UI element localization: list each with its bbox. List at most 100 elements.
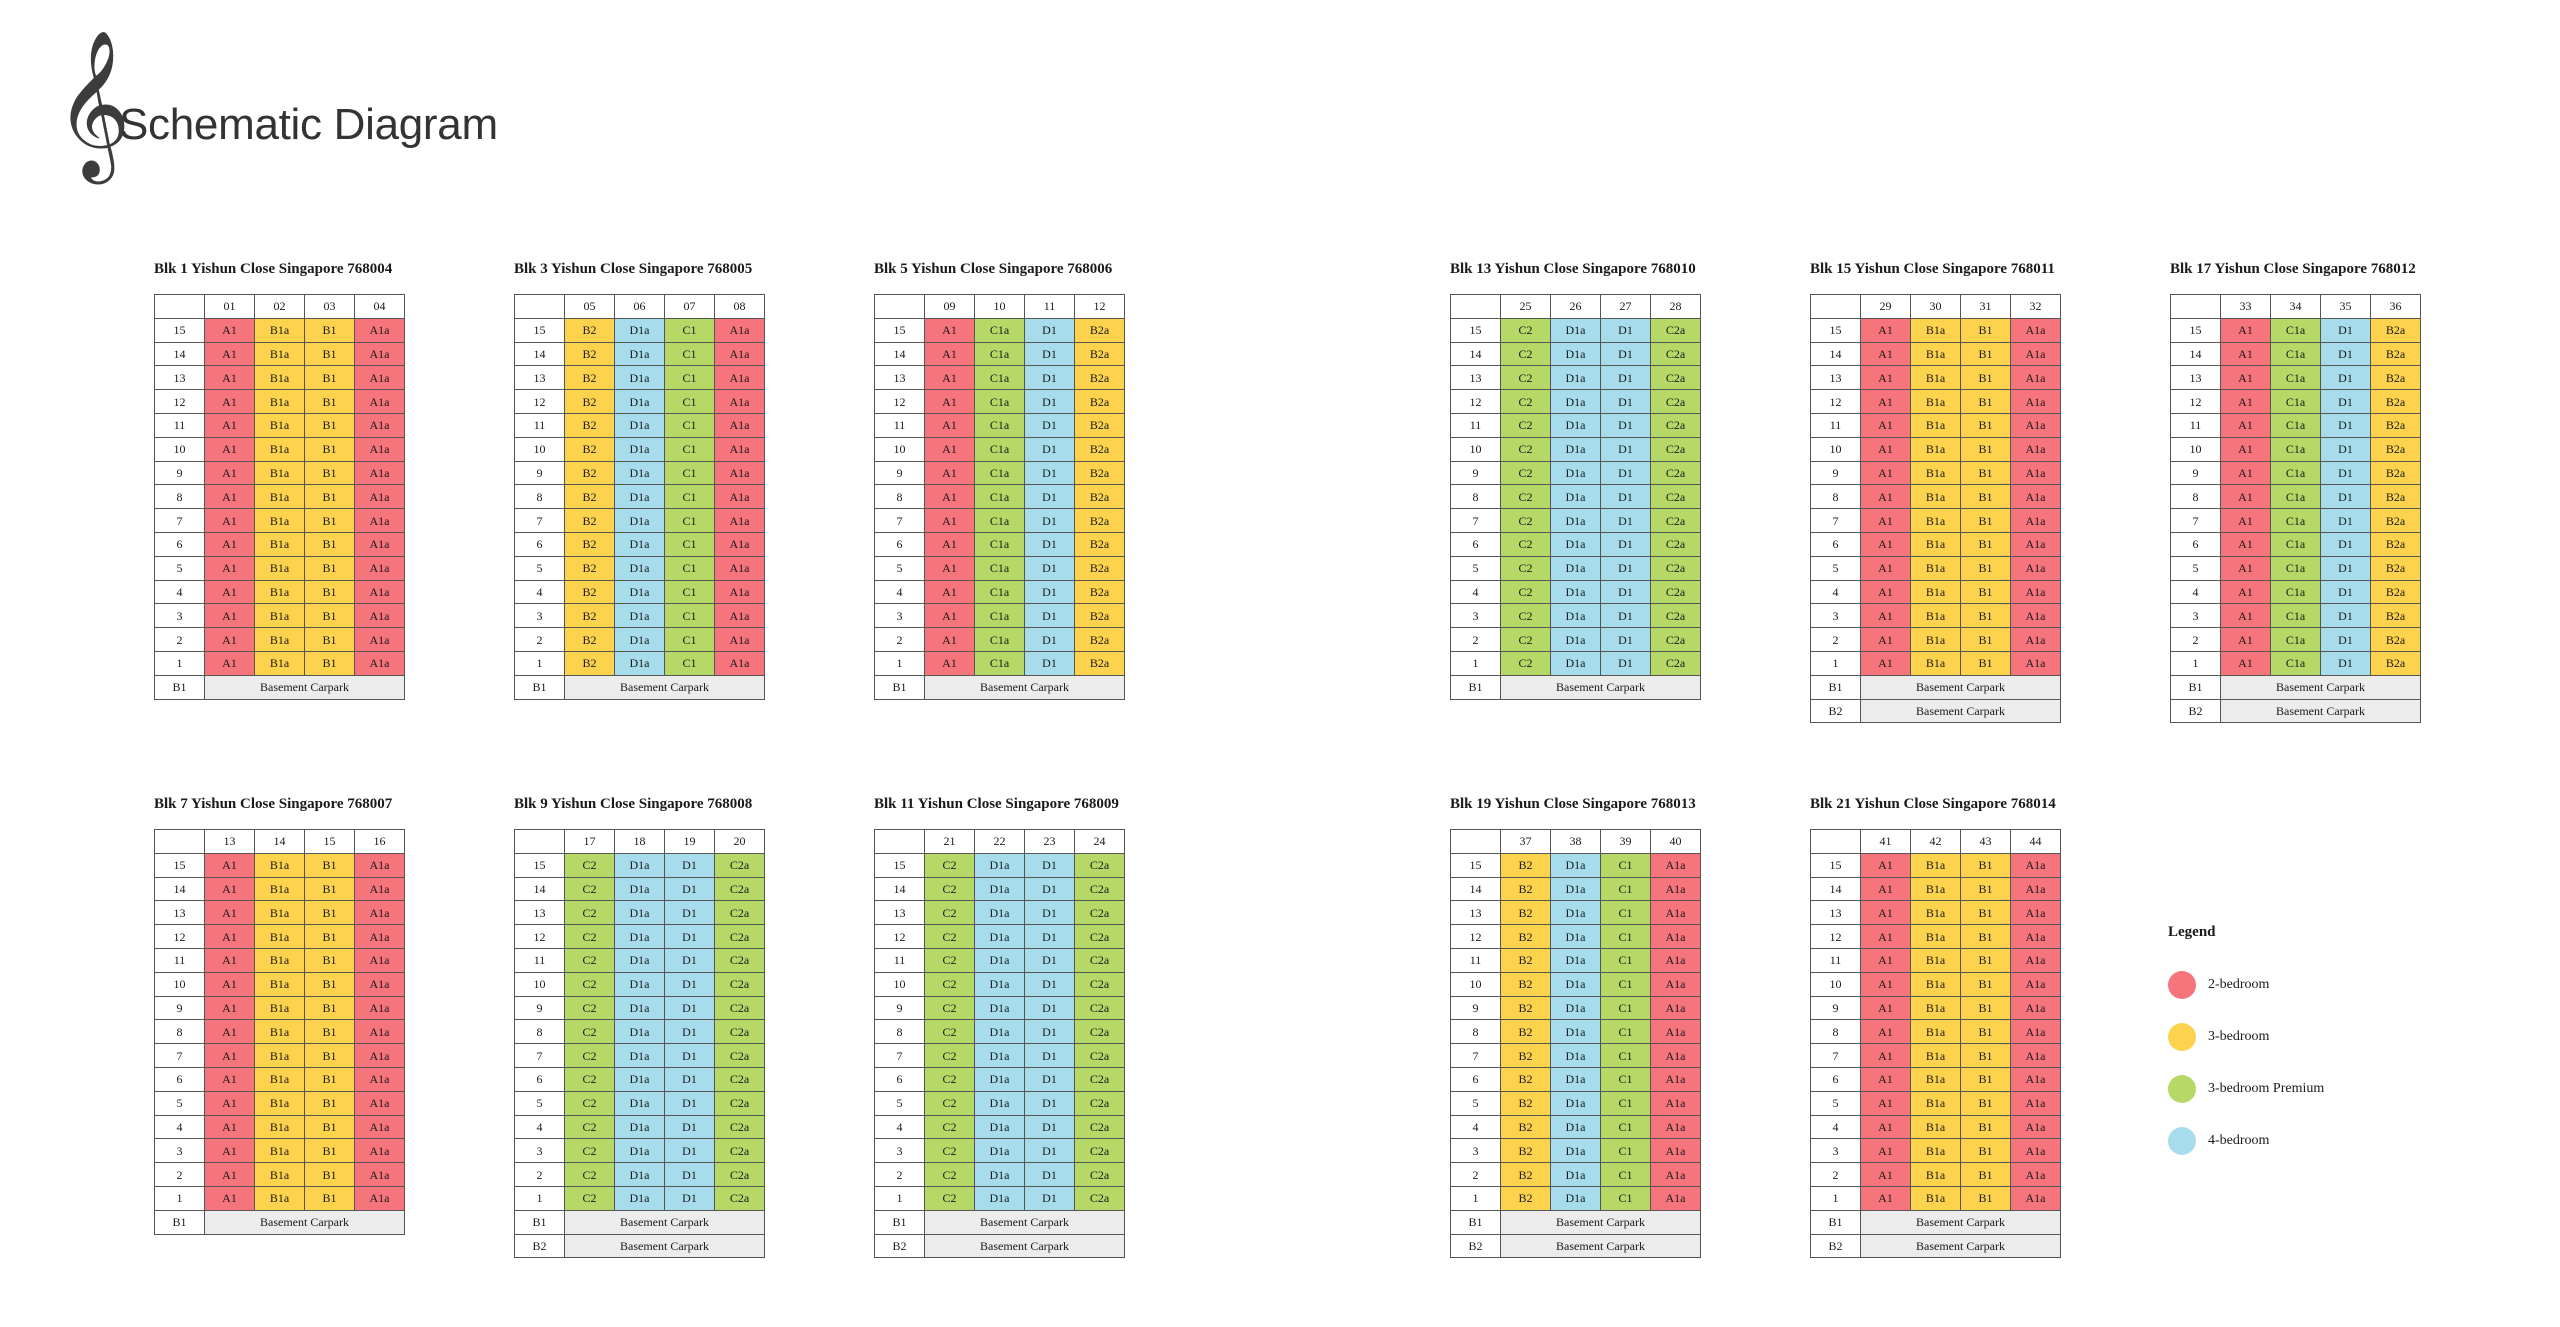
unit-type-cell: B1 — [304, 852, 355, 878]
floor-row: 6 B2 D1a C1 A1a — [1450, 1066, 1701, 1092]
unit-type-cell: D1 — [1600, 650, 1651, 676]
basement-row: B1 Basement Carpark — [2170, 674, 2421, 700]
unit-type-cell: C2a — [1650, 603, 1701, 629]
unit-type-cell: A1a — [354, 1162, 405, 1187]
block-diagram: Blk 1 Yishun Close Singapore 768004 01 02 0… — [154, 260, 474, 700]
floor-row: 14 C2 D1a D1 C2a — [514, 876, 765, 902]
unit-type-cell: D1 — [664, 1090, 715, 1116]
floor-row: 1 A1 B1a B1 A1a — [154, 650, 405, 676]
unit-type-cell: C2a — [1650, 412, 1701, 438]
unit-type-cell: D1 — [1024, 1090, 1075, 1116]
unit-type-cell: A1a — [1650, 1162, 1701, 1187]
unit-type-cell: A1a — [1650, 1019, 1701, 1045]
floor-label: 2 — [1450, 1162, 1501, 1187]
unit-type-cell: A1 — [2220, 389, 2271, 414]
corner-cell — [874, 829, 925, 854]
unit-type-cell: A1a — [714, 484, 765, 510]
basement-carpark: Basement Carpark — [924, 1209, 1125, 1235]
basement-row: B1 Basement Carpark — [1810, 674, 2061, 700]
floor-row: 13 A1 B1a B1 A1a — [1810, 900, 2061, 926]
corner-cell — [154, 294, 205, 319]
floor-row: 2 A1 B1a B1 A1a — [1810, 627, 2061, 652]
floor-label: 10 — [1450, 436, 1501, 462]
unit-type-cell: A1a — [354, 1090, 405, 1116]
unit-type-cell: A1a — [2010, 650, 2061, 676]
unit-type-cell: A1a — [2010, 389, 2061, 414]
unit-type-cell: B1 — [304, 1185, 355, 1211]
floor-label: 12 — [2170, 389, 2221, 414]
floor-row: 4 C2 D1a D1 C2a — [514, 1114, 765, 1140]
block-title: Blk 1 Yishun Close Singapore 768004 — [154, 261, 393, 277]
unit-type-cell: A1 — [1860, 1090, 1911, 1116]
unit-type-cell: D1 — [2320, 508, 2371, 533]
unit-type-cell: B1 — [1960, 924, 2011, 949]
unit-number: 28 — [1650, 294, 1701, 319]
unit-header-row: 33 34 35 36 — [2170, 294, 2421, 319]
unit-type-cell: C2 — [564, 1066, 615, 1092]
floor-row: 7 C2 D1a D1 C2a — [874, 1043, 1125, 1068]
unit-type-cell: C2 — [564, 995, 615, 1021]
unit-type-cell: B1 — [1960, 603, 2011, 629]
floor-row: 11 A1 B1a B1 A1a — [154, 947, 405, 973]
floor-label: 1 — [1810, 650, 1861, 676]
floor-row: 9 A1 B1a B1 A1a — [1810, 460, 2061, 486]
unit-type-cell: D1 — [664, 1066, 715, 1092]
unit-type-cell: D1a — [1550, 603, 1601, 629]
floor-row: 9 C2 D1a D1 C2a — [1450, 460, 1701, 486]
floor-label: 12 — [874, 389, 925, 414]
unit-type-cell: B1a — [254, 389, 305, 414]
unit-type-cell: C1 — [664, 412, 715, 438]
unit-type-cell: A1 — [924, 650, 975, 676]
unit-type-cell: D1a — [974, 1162, 1025, 1187]
floor-row: 3 A1 B1a B1 A1a — [154, 603, 405, 629]
unit-type-cell: A1a — [714, 531, 765, 557]
basement-row: B1 Basement Carpark — [514, 674, 765, 700]
unit-type-cell: C2 — [924, 1138, 975, 1164]
floor-label: 8 — [154, 1019, 205, 1045]
floor-label: 1 — [874, 1185, 925, 1211]
unit-type-cell: B1 — [1960, 1019, 2011, 1045]
block-title: Blk 5 Yishun Close Singapore 768006 — [874, 261, 1113, 277]
unit-type-cell: A1 — [1860, 627, 1911, 652]
unit-type-cell: C2a — [1074, 924, 1125, 949]
unit-type-cell: A1 — [204, 1114, 255, 1140]
unit-type-cell: A1a — [2010, 1138, 2061, 1164]
floor-row: 4 A1 C1a D1 B2a — [2170, 579, 2421, 605]
floor-row: 13 B2 D1a C1 A1a — [1450, 900, 1701, 926]
floor-label: 2 — [1450, 627, 1501, 652]
unit-type-cell: B1 — [304, 1114, 355, 1140]
unit-type-cell: B1a — [254, 1019, 305, 1045]
unit-type-cell: C2 — [564, 1019, 615, 1045]
floor-row: 9 A1 B1a B1 A1a — [154, 995, 405, 1021]
unit-type-cell: C2a — [1074, 1162, 1125, 1187]
floor-row: 8 C2 D1a D1 C2a — [1450, 484, 1701, 510]
unit-type-cell: A1a — [2010, 603, 2061, 629]
unit-type-cell: D1 — [664, 924, 715, 949]
unit-type-cell: A1 — [1860, 1162, 1911, 1187]
unit-type-cell: A1 — [204, 531, 255, 557]
unit-type-cell: D1a — [614, 555, 665, 581]
unit-type-cell: B1 — [1960, 947, 2011, 973]
floor-label: 4 — [1810, 579, 1861, 605]
floor-row: 8 A1 B1a B1 A1a — [1810, 1019, 2061, 1045]
unit-type-cell: A1 — [1860, 650, 1911, 676]
floor-label: 8 — [2170, 484, 2221, 510]
unit-type-cell: A1a — [2010, 1019, 2061, 1045]
unit-type-cell: D1 — [1024, 317, 1075, 343]
unit-type-cell: B1 — [1960, 341, 2011, 367]
floor-label: 11 — [1810, 412, 1861, 438]
unit-type-cell: A1 — [924, 317, 975, 343]
unit-type-cell: C2a — [714, 900, 765, 926]
unit-type-cell: D1 — [1600, 317, 1651, 343]
unit-type-cell: A1 — [204, 1162, 255, 1187]
legend-label: 4-bedroom — [2208, 1133, 2270, 1148]
unit-type-cell: D1 — [664, 1185, 715, 1211]
unit-type-cell: A1 — [2220, 484, 2271, 510]
unit-type-cell: B1a — [254, 412, 305, 438]
unit-type-cell: C2 — [924, 1185, 975, 1211]
floor-label: 13 — [514, 365, 565, 391]
floor-row: 14 A1 C1a D1 B2a — [874, 341, 1125, 367]
unit-type-cell: A1a — [714, 460, 765, 486]
unit-type-cell: A1 — [924, 555, 975, 581]
unit-number: 40 — [1650, 829, 1701, 854]
